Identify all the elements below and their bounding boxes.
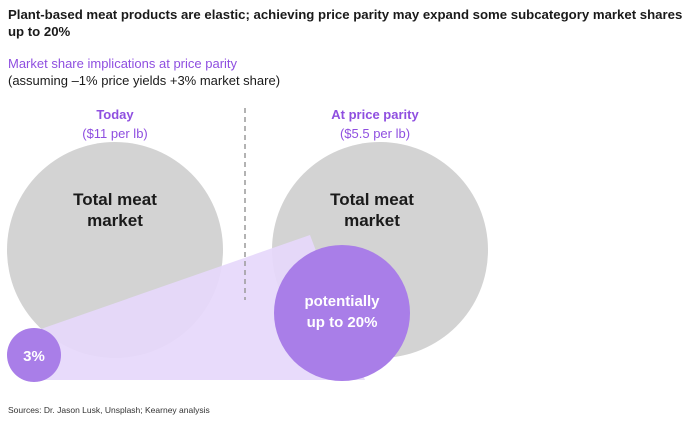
parity-price: ($5.5 per lb) xyxy=(339,126,411,141)
today-share-label: 3% xyxy=(23,348,45,365)
parity-heading: At price parity xyxy=(331,107,419,122)
today-price: ($11 per lb) xyxy=(82,126,148,141)
subtitle: Market share implications at price parit… xyxy=(8,56,238,71)
parity-share-label-line2: up to 20% xyxy=(307,314,378,331)
parity-share-label-line1: potentially xyxy=(304,293,380,310)
assumption-note: (assuming –1% price yields +3% market sh… xyxy=(8,73,281,88)
parity-market-label-line1: Total meat xyxy=(330,190,414,209)
source-note: Sources: Dr. Jason Lusk, Unsplash; Kearn… xyxy=(8,405,210,415)
chart-title: Plant-based meat products are elastic; a… xyxy=(8,7,683,39)
today-header: Today ($11 per lb) xyxy=(65,107,165,142)
parity-market-label-line2: market xyxy=(344,211,400,230)
parity-header: At price parity ($5.5 per lb) xyxy=(305,107,445,142)
today-heading: Today xyxy=(96,107,134,122)
today-market-label-line2: market xyxy=(87,211,143,230)
parity-share-circle xyxy=(274,245,410,381)
today-market-label-line1: Total meat xyxy=(73,190,157,209)
today-share-circle xyxy=(7,328,61,382)
